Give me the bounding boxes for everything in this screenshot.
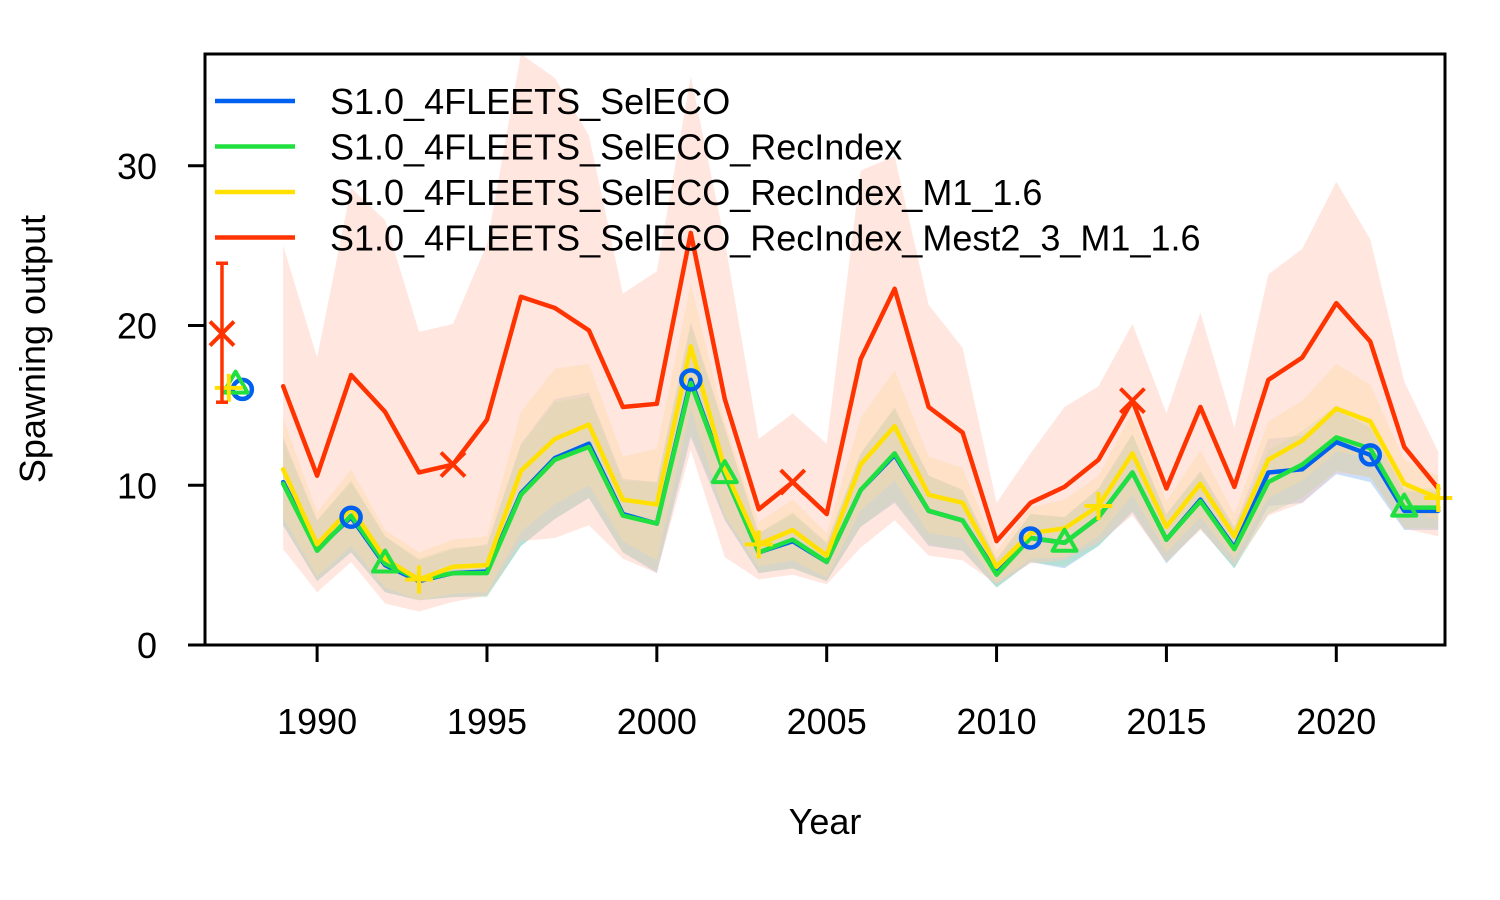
series-marker-1-2001	[679, 368, 703, 392]
series-line-3	[280, 344, 1441, 582]
legend: S1.0_4FLEETS_SelECO S1.0_4FLEETS_SelECO_R…	[215, 81, 1201, 259]
confidence-band-4	[283, 54, 1439, 612]
x-tick-label-2005: 2005	[787, 701, 867, 742]
y-tick-label-0: 0	[137, 625, 157, 666]
y-axis-title: Spawning output	[12, 215, 53, 483]
virgin-marker-3	[214, 373, 243, 402]
x-tick-label-2010: 2010	[957, 701, 1037, 742]
y-axis: 0 10 20 30	[117, 146, 205, 666]
legend-item-1: S1.0_4FLEETS_SelECO	[215, 81, 730, 122]
series-marker-1-2011	[1018, 526, 1043, 550]
x-axis-title: Year	[789, 801, 862, 842]
legend-item-4: S1.0_4FLEETS_SelECO_RecIndex_Mest2_3_M1_…	[215, 218, 1201, 259]
series-marker-3-1993	[405, 565, 434, 594]
series-marker-3-2023	[1424, 484, 1453, 513]
x-tick-label-2015: 2015	[1126, 701, 1206, 742]
legend-item-2: S1.0_4FLEETS_SelECO_RecIndex	[215, 127, 902, 168]
legend-label-3: S1.0_4FLEETS_SelECO_RecIndex_M1_1.6	[330, 172, 1042, 213]
x-tick-label-2000: 2000	[617, 701, 697, 742]
legend-label-1: S1.0_4FLEETS_SelECO	[330, 81, 730, 122]
legend-label-2: S1.0_4FLEETS_SelECO_RecIndex	[330, 127, 902, 168]
series-line-2	[280, 380, 1441, 582]
x-tick-label-1995: 1995	[447, 701, 527, 742]
legend-item-3: S1.0_4FLEETS_SelECO_RecIndex_M1_1.6	[215, 172, 1042, 213]
series-marker-1-1991	[339, 505, 363, 529]
series-marker-2-2002	[710, 459, 739, 485]
series-lines	[280, 230, 1441, 584]
virgin-estimates	[208, 261, 255, 404]
series-marker-4-2004	[779, 468, 807, 496]
confidence-band-3	[283, 284, 1439, 601]
legend-label-4: S1.0_4FLEETS_SelECO_RecIndex_Mest2_3_M1_…	[330, 218, 1201, 259]
x-tick-label-2020: 2020	[1296, 701, 1376, 742]
series-marker-3-2003	[744, 530, 773, 559]
x-tick-label-1990: 1990	[277, 701, 357, 742]
series-marker-1-2021	[1358, 443, 1383, 467]
x-axis: 1990 1995 2000 2005 2010 2015 2020	[277, 643, 1376, 742]
series-marker-2-2012	[1050, 527, 1079, 553]
series-line-4	[280, 230, 1441, 544]
series-marker-3-2013	[1084, 492, 1113, 521]
y-tick-label-10: 10	[117, 465, 157, 506]
virgin-marker-4	[208, 320, 236, 347]
y-tick-label-20: 20	[117, 306, 157, 347]
series-marker-2-1992	[371, 548, 400, 574]
series-marker-4-2014	[1119, 387, 1146, 415]
series-marker-4-1994	[439, 451, 467, 478]
series-markers	[339, 368, 1453, 594]
series-marker-2-2022	[1390, 492, 1419, 518]
y-tick-label-30: 30	[117, 146, 157, 187]
